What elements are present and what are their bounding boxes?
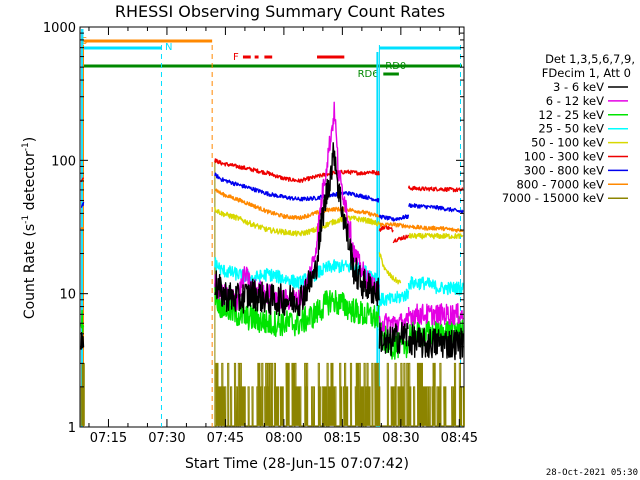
rd0-flag-label: RD0 xyxy=(385,61,406,72)
series-line xyxy=(214,188,380,221)
series-line xyxy=(407,232,464,240)
y-tick-label: 1000 xyxy=(43,21,76,36)
x-tick-label: 07:30 xyxy=(148,431,185,446)
series-s7 xyxy=(80,172,464,222)
x-tick-label: 08:30 xyxy=(382,431,419,446)
series-line xyxy=(80,201,85,208)
rd6-flag-label: RD6 xyxy=(358,69,379,80)
legend: Det 1,3,5,6,7,9,FDecim 1, Att 03 - 6 keV… xyxy=(502,52,635,205)
night-flag-label: N xyxy=(165,42,172,53)
series-s8 xyxy=(80,188,464,233)
series-line xyxy=(214,142,380,317)
x-tick-label: 08:15 xyxy=(324,431,361,446)
series-line xyxy=(214,158,380,184)
flare-flag-label: F xyxy=(233,52,239,63)
series-line xyxy=(407,185,464,193)
legend-label-s2: 6 - 12 keV xyxy=(546,94,604,108)
legend-label-s5: 50 - 100 keV xyxy=(531,136,604,150)
plot-frame xyxy=(79,26,465,428)
legend-header-2: FDecim 1, Att 0 xyxy=(542,66,631,80)
series-line xyxy=(407,303,464,326)
legend-label-s1: 3 - 6 keV xyxy=(553,80,604,94)
series-line xyxy=(378,322,409,357)
chart-title: RHESSI Observing Summary Count Rates xyxy=(115,2,445,21)
x-tick-label: 08:00 xyxy=(265,431,302,446)
y-axis-label: Count Rate (s-1 detector-1) xyxy=(21,137,38,319)
x-tick-label: 07:15 xyxy=(90,431,127,446)
series-line xyxy=(378,224,394,233)
series-line xyxy=(80,309,85,334)
footer-date: 28-Oct-2021 05:30 xyxy=(546,468,638,478)
legend-header-1: Det 1,3,5,6,7,9, xyxy=(545,52,635,66)
legend-label-s4: 25 - 50 keV xyxy=(538,122,604,136)
series-line xyxy=(214,283,380,338)
series-s6 xyxy=(80,158,464,244)
series-line xyxy=(407,276,464,296)
series-line xyxy=(407,224,464,233)
y-tick-label: 1 xyxy=(68,421,76,436)
legend-label-s6: 100 - 300 keV xyxy=(524,150,604,164)
series-line xyxy=(214,172,380,203)
series-line xyxy=(407,203,464,214)
series-line xyxy=(378,252,402,285)
x-axis-label: Start Time (28-Jun-15 07:07:42) xyxy=(185,456,409,472)
x-tick-label: 07:45 xyxy=(207,431,244,446)
legend-label-s8: 800 - 7000 keV xyxy=(516,177,604,191)
series-line xyxy=(407,324,464,361)
y-axis-ticks: 1 10 100 1000 xyxy=(43,21,464,436)
series-line xyxy=(214,207,380,237)
series-line xyxy=(392,234,410,244)
saa-flag-label: S xyxy=(81,36,87,47)
series-line xyxy=(80,332,85,350)
y-tick-label: 100 xyxy=(51,154,76,169)
series-line xyxy=(80,227,85,230)
x-axis-ticks: 07:15 07:30 07:45 08:00 08:15 08:30 08:45 xyxy=(88,27,478,446)
series-line xyxy=(378,214,410,222)
y-tick-label: 10 xyxy=(59,288,76,303)
state-flags: S N RD6 RD0 F xyxy=(81,36,462,80)
legend-label-s7: 300 - 800 keV xyxy=(524,163,604,177)
series-s5 xyxy=(214,207,464,285)
series-line xyxy=(378,222,409,229)
x-tick-label: 08:45 xyxy=(441,431,478,446)
legend-label-s3: 12 - 25 keV xyxy=(538,108,604,122)
series-line xyxy=(378,288,410,307)
series-s1 xyxy=(80,142,464,361)
legend-label-s9: 7000 - 15000 keV xyxy=(502,191,604,205)
